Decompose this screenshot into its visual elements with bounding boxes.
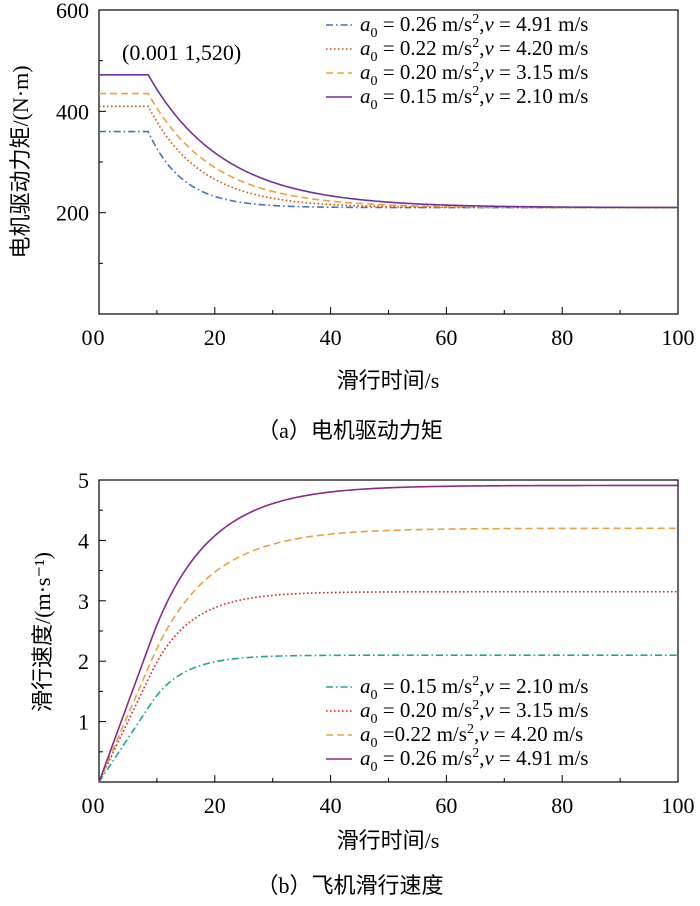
- legend-label: a0 = 0.26 m/s2,v = 4.91 m/s: [360, 746, 588, 775]
- y-tick-label: 5: [78, 468, 89, 493]
- x-tick-label: 100: [662, 793, 695, 818]
- y-tick-label: 200: [56, 201, 89, 226]
- x-tick-label: 60: [435, 325, 457, 350]
- series-line-3: [98, 527, 678, 783]
- legend-b: a0 = 0.15 m/s2,v = 2.10 m/sa0 = 0.20 m/s…: [326, 674, 588, 775]
- y-tick-label: 1: [78, 710, 89, 735]
- panel-b-speed-chart: 0 20 40 60 80 100 1 2 3 4 5 0 a0 = 0.15 m/s2,v = 2.…: [30, 468, 695, 898]
- legend-label: a0 = 0.26 m/s2,v = 4.91 m/s: [360, 12, 588, 41]
- legend-label: a0 = 0.20 m/s2,v = 3.15 m/s: [360, 60, 588, 89]
- x-tick-label: 80: [551, 793, 573, 818]
- series-line-4: [99, 74, 678, 209]
- x-tick-label: 40: [320, 793, 342, 818]
- y-tick-label: 600: [56, 0, 89, 23]
- series-line-4: [98, 484, 678, 783]
- legend-a: a0 = 0.26 m/s2,v = 4.91 m/sa0 = 0.22 m/s…: [326, 12, 588, 113]
- series-line-2: [99, 105, 678, 209]
- series-line-1: [99, 130, 678, 209]
- x-axis-title-a: 滑行时间/s: [337, 368, 440, 393]
- x-tick-label: 100: [662, 325, 695, 350]
- legend-label: a0 = 0.15 m/s2,v = 2.10 m/s: [360, 674, 588, 703]
- x-tick-label: 0: [82, 793, 93, 818]
- y-axis-title-b: 滑行速度/(m·s⁻¹): [30, 552, 55, 712]
- x-tick-label: 20: [204, 325, 226, 350]
- y-axis-title-a: 电机驱动力矩/(N·m): [8, 65, 33, 258]
- y-tick-label: 4: [78, 528, 89, 553]
- legend-label: a0 =0.22 m/s2,v = 4.20 m/s: [360, 722, 583, 751]
- x-tick-label: 20: [204, 793, 226, 818]
- series-line-3: [99, 92, 678, 209]
- x-tick-label: 80: [551, 325, 573, 350]
- x-tick-label: 0: [82, 325, 93, 350]
- x-tick-label: 0: [94, 325, 105, 350]
- x-tick-label: 0: [94, 793, 105, 818]
- panel-a-torque-chart: 0 20 40 60 80 100 200 400 600 0 (0.001 1,520) a0 …: [8, 0, 695, 443]
- legend-label: a0 = 0.20 m/s2,v = 3.15 m/s: [360, 698, 588, 727]
- x-tick-label: 60: [435, 793, 457, 818]
- y-tick-label: 2: [78, 649, 89, 674]
- legend-label: a0 = 0.22 m/s2,v = 4.20 m/s: [360, 36, 588, 65]
- caption-b: （b）飞机滑行速度: [256, 873, 443, 898]
- caption-a: （a）电机驱动力矩: [257, 418, 443, 443]
- y-tick-label: 3: [78, 589, 89, 614]
- x-tick-label: 40: [320, 325, 342, 350]
- annotation-start-point: (0.001 1,520): [122, 40, 241, 65]
- series-line-1: [98, 654, 678, 783]
- legend-label: a0 = 0.15 m/s2,v = 2.10 m/s: [360, 84, 588, 113]
- x-axis-title-b: 滑行时间/s: [337, 828, 440, 853]
- y-tick-label: 400: [56, 99, 89, 124]
- series-line-2: [98, 590, 678, 783]
